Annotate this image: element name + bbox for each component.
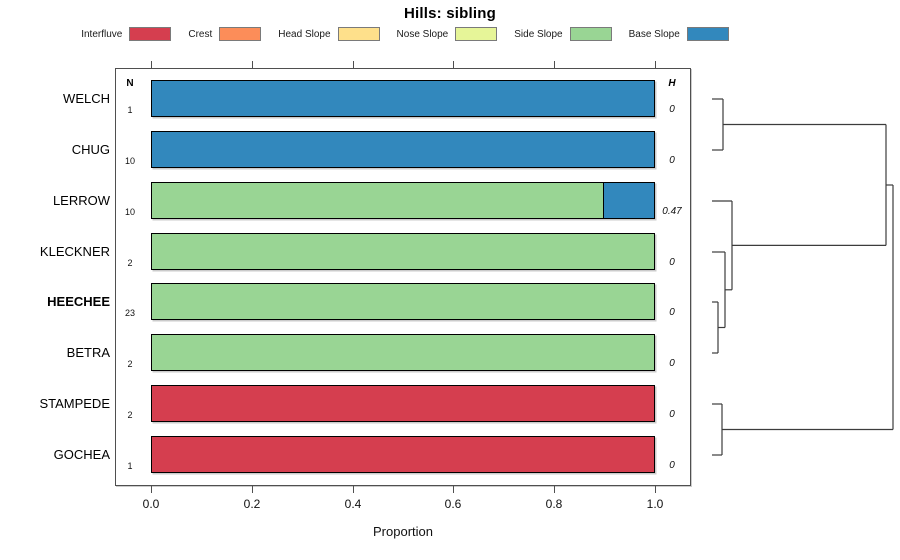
x-tick-label: 0.4 (344, 497, 362, 511)
x-axis-tick-top (353, 61, 354, 68)
bar-segment-interfluve (152, 386, 654, 421)
chart-title: Hills: sibling (404, 5, 496, 22)
legend-item-nose-slope: Nose Slope (397, 27, 498, 41)
x-axis-tick-bottom (554, 486, 555, 493)
x-tick-label: 0.0 (142, 497, 160, 511)
x-axis-tick-top (655, 61, 656, 68)
x-axis-tick-bottom (655, 486, 656, 493)
n-value: 10 (124, 156, 135, 166)
bar-segment-base-slope (603, 183, 654, 218)
row-label-betra: BETRA (66, 344, 110, 360)
stacked-bar-kleckner (151, 233, 655, 270)
row-label-kleckner: KLECKNER (39, 243, 110, 259)
row-label-stampede: STAMPEDE (39, 395, 110, 411)
x-axis-label: Proportion (373, 524, 433, 539)
h-value: 0 (669, 307, 675, 318)
legend-label: Crest (188, 28, 213, 40)
h-value: 0 (669, 104, 675, 115)
bar-segment-base-slope (152, 81, 654, 116)
x-axis-tick-top (453, 61, 454, 68)
x-tick-label: 0.2 (243, 497, 261, 511)
h-value: 0 (669, 358, 675, 369)
legend-label: Nose Slope (396, 28, 449, 40)
stacked-bar-betra (151, 334, 655, 371)
h-value: 0 (669, 409, 675, 420)
bar-segment-side-slope (152, 284, 654, 319)
stacked-bar-gochea (151, 436, 655, 473)
row-label-gochea: GOCHEA (53, 446, 110, 462)
legend-label: Interfluve (81, 28, 123, 40)
bar-segment-side-slope (152, 335, 654, 370)
legend-item-base-slope: Base Slope (629, 27, 729, 41)
x-axis-tick-bottom (453, 486, 454, 493)
legend-swatch-nose-slope (455, 27, 498, 41)
legend-swatch-crest (219, 27, 262, 41)
stacked-bar-lerrow (151, 182, 655, 219)
x-axis-tick-bottom (252, 486, 253, 493)
legend-label: Base Slope (628, 28, 680, 40)
legend-swatch-interfluve (129, 27, 172, 41)
row-label-welch: WELCH (63, 90, 110, 106)
n-value: 2 (127, 359, 133, 369)
legend-swatch-base-slope (686, 27, 729, 41)
bar-segment-base-slope (152, 132, 654, 167)
legend-swatch-head-slope (337, 27, 380, 41)
row-label-heechee: HEECHEE (47, 293, 110, 309)
row-label-chug: CHUG (71, 141, 110, 157)
h-value: 0 (669, 460, 675, 471)
n-column-header: N (126, 78, 134, 89)
x-axis-tick-bottom (353, 486, 354, 493)
n-value: 2 (127, 258, 133, 268)
n-value: 1 (127, 105, 133, 115)
h-column-header: H (668, 78, 676, 89)
bar-segment-interfluve (152, 437, 654, 472)
legend-label: Side Slope (514, 28, 563, 40)
legend-item-side-slope: Side Slope (514, 27, 612, 41)
h-value: 0 (669, 155, 675, 166)
h-value: 0 (669, 257, 675, 268)
stacked-bar-chug (151, 131, 655, 168)
n-value: 10 (124, 207, 135, 217)
x-axis-tick-top (151, 61, 152, 68)
legend-swatch-side-slope (569, 27, 612, 41)
x-tick-label: 1.0 (646, 497, 664, 511)
stacked-bar-heechee (151, 283, 655, 320)
stacked-bar-stampede (151, 385, 655, 422)
stacked-bar-welch (151, 80, 655, 117)
bar-segment-side-slope (152, 234, 654, 269)
x-tick-label: 0.8 (545, 497, 563, 511)
legend-item-head-slope: Head Slope (278, 27, 380, 41)
legend-item-crest: Crest (188, 27, 262, 41)
legend-label: Head Slope (278, 28, 331, 40)
legend: Interfluve Crest Head Slope Nose Slope S… (0, 26, 810, 42)
row-label-lerrow: LERROW (52, 192, 110, 208)
h-value: 0.47 (662, 206, 682, 217)
legend-item-interfluve: Interfluve (81, 27, 172, 41)
n-value: 1 (127, 461, 133, 471)
n-value: 23 (124, 308, 135, 318)
bar-segment-side-slope (152, 183, 604, 218)
x-axis-tick-top (252, 61, 253, 68)
x-axis-tick-bottom (151, 486, 152, 493)
n-value: 2 (127, 410, 133, 420)
x-axis-tick-top (554, 61, 555, 68)
x-tick-label: 0.6 (444, 497, 462, 511)
